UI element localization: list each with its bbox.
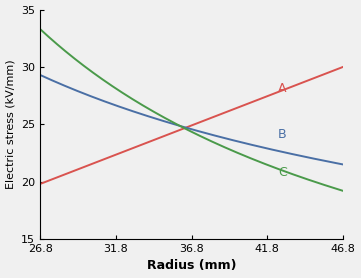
X-axis label: Radius (mm): Radius (mm) (147, 259, 236, 272)
Y-axis label: Electric stress (kV/mm): Electric stress (kV/mm) (5, 59, 16, 189)
Text: C: C (278, 166, 287, 179)
Text: A: A (278, 82, 286, 95)
Text: B: B (278, 128, 287, 141)
